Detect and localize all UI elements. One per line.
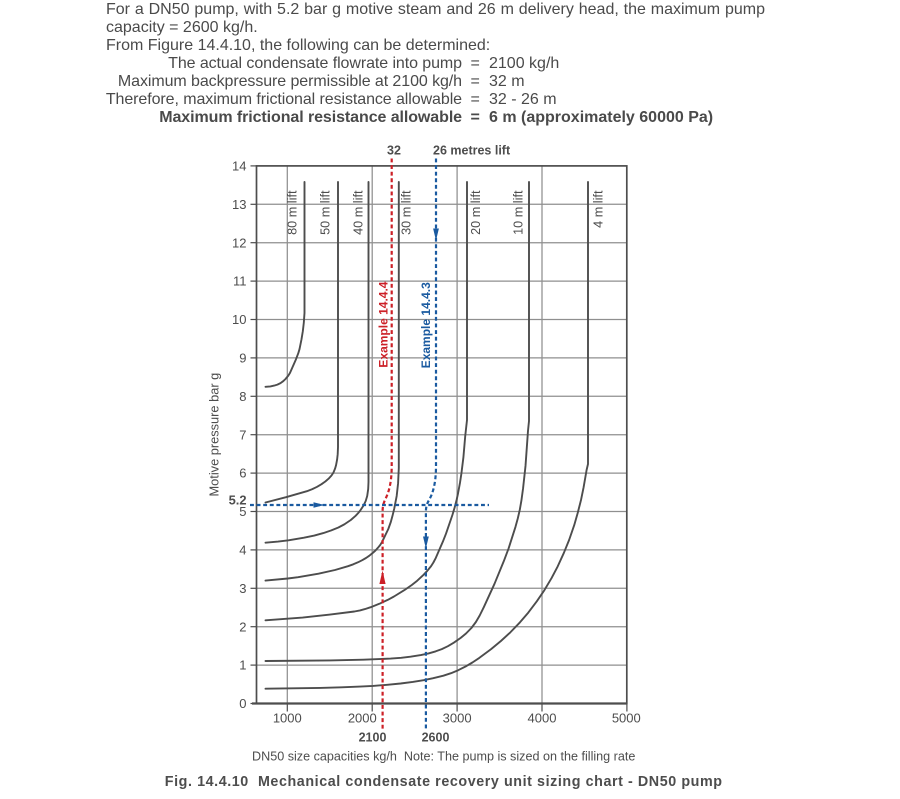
svg-text:20 m lift: 20 m lift (469, 190, 483, 235)
svg-text:3000: 3000 (443, 711, 472, 726)
svg-text:Motive pressure bar g: Motive pressure bar g (206, 373, 221, 497)
svg-text:0: 0 (239, 696, 246, 711)
svg-text:1: 1 (239, 658, 246, 673)
svg-text:10 m lift: 10 m lift (511, 190, 525, 235)
svg-text:8: 8 (239, 389, 246, 404)
svg-text:50 m lift: 50 m lift (319, 190, 333, 235)
svg-text:26 metres lift: 26 metres lift (433, 144, 511, 158)
svg-text:11: 11 (233, 274, 247, 289)
svg-text:2600: 2600 (422, 731, 450, 745)
svg-text:2: 2 (239, 619, 246, 634)
svg-text:1000: 1000 (273, 711, 302, 726)
svg-text:Fig. 14.4.10 Mechanical conde: Fig. 14.4.10 Mechanical condensate recov… (165, 774, 723, 790)
svg-text:10: 10 (232, 312, 246, 327)
svg-text:2100: 2100 (359, 731, 387, 745)
svg-text:9: 9 (239, 351, 246, 366)
svg-text:4 m lift: 4 m lift (592, 190, 606, 228)
svg-text:4: 4 (239, 543, 246, 558)
svg-text:5000: 5000 (612, 711, 641, 726)
svg-text:14: 14 (232, 159, 246, 174)
svg-text:3: 3 (239, 581, 246, 596)
svg-text:4000: 4000 (528, 711, 557, 726)
svg-text:80 m lift: 80 m lift (286, 190, 300, 235)
svg-text:12: 12 (232, 235, 246, 250)
svg-text:6: 6 (239, 466, 246, 481)
svg-text:7: 7 (239, 427, 246, 442)
svg-text:40 m lift: 40 m lift (352, 190, 366, 235)
svg-text:32: 32 (387, 144, 401, 158)
svg-text:30 m lift: 30 m lift (400, 190, 414, 235)
svg-text:2000: 2000 (348, 711, 377, 726)
svg-text:5.2: 5.2 (229, 493, 247, 508)
svg-text:Example 14.4.4: Example 14.4.4 (376, 281, 390, 367)
svg-text:5: 5 (239, 504, 246, 519)
svg-text:DN50 size capacities kg/h Not: DN50 size capacities kg/h Note: The pump… (252, 750, 635, 764)
svg-text:13: 13 (232, 197, 246, 212)
svg-text:Example 14.4.3: Example 14.4.3 (419, 282, 433, 368)
